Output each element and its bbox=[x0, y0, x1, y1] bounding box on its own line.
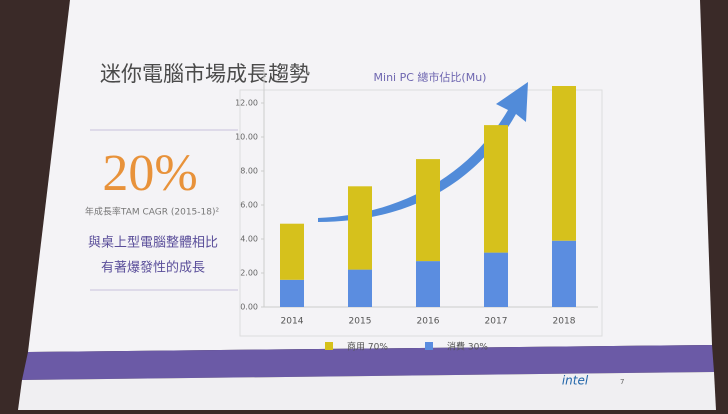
bar bbox=[348, 269, 372, 307]
bar bbox=[416, 159, 440, 262]
slide-band bbox=[22, 345, 714, 380]
bar bbox=[552, 86, 576, 241]
logo: intel bbox=[562, 374, 589, 388]
legend-swatch bbox=[325, 342, 333, 350]
bar bbox=[348, 186, 372, 270]
chart-frame bbox=[239, 89, 603, 337]
legend-label: 商用 70% bbox=[347, 341, 388, 353]
legend-label: 消費 30% bbox=[447, 341, 488, 353]
y-tick-label: 0.00 bbox=[240, 303, 258, 312]
body-line: 有著爆發性的成長 bbox=[101, 260, 205, 276]
y-tick-label: 12.00 bbox=[235, 99, 258, 108]
x-tick-label: 2014 bbox=[281, 317, 304, 327]
x-tick-label: 2015 bbox=[349, 317, 372, 327]
bar bbox=[416, 261, 440, 307]
page-number: 7 bbox=[620, 378, 624, 386]
body-line: 與桌上型電腦整體相比 bbox=[88, 236, 218, 251]
x-tick-label: 2016 bbox=[417, 317, 440, 327]
bar bbox=[484, 252, 508, 307]
y-tick-label: 10.00 bbox=[235, 133, 258, 142]
y-tick-label: 4.00 bbox=[240, 235, 258, 244]
x-tick-label: 2018 bbox=[553, 317, 576, 327]
y-tick-label: 2.00 bbox=[240, 269, 258, 278]
bar bbox=[484, 125, 508, 253]
bar bbox=[280, 279, 304, 307]
y-tick-label: 6.00 bbox=[240, 201, 258, 210]
x-tick-label: 2017 bbox=[485, 317, 508, 327]
chart-title: Mini PC 總市佔比(Mu) bbox=[374, 70, 487, 84]
y-tick-label: 8.00 bbox=[240, 167, 258, 176]
cagr-note: 年成長率TAM CAGR (2015-18)² bbox=[85, 206, 220, 218]
slide-background bbox=[28, 0, 712, 352]
legend-swatch bbox=[425, 342, 433, 350]
bar bbox=[280, 223, 304, 280]
bar bbox=[552, 240, 576, 307]
highlight: 20% bbox=[102, 145, 197, 202]
slide-title: 迷你電腦市場成長趨勢 bbox=[100, 62, 310, 86]
slide-footer bbox=[18, 372, 716, 410]
